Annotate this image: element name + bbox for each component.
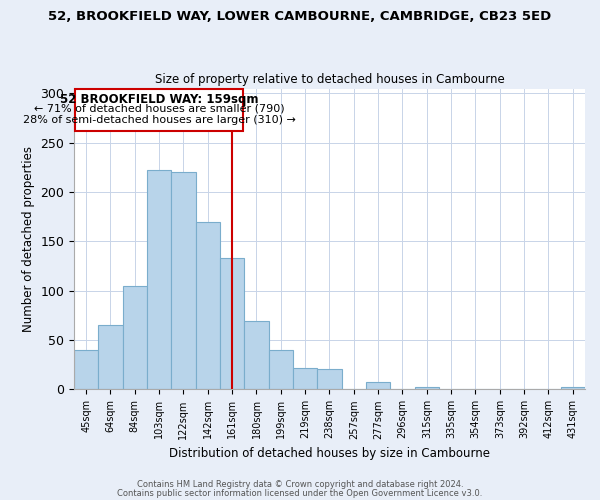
Text: 52, BROOKFIELD WAY, LOWER CAMBOURNE, CAMBRIDGE, CB23 5ED: 52, BROOKFIELD WAY, LOWER CAMBOURNE, CAM… bbox=[49, 10, 551, 23]
Bar bbox=[560, 388, 585, 390]
Bar bbox=[269, 350, 293, 390]
Bar bbox=[244, 322, 269, 390]
Bar bbox=[171, 172, 196, 390]
Bar bbox=[75, 88, 243, 131]
X-axis label: Distribution of detached houses by size in Cambourne: Distribution of detached houses by size … bbox=[169, 447, 490, 460]
Text: Contains public sector information licensed under the Open Government Licence v3: Contains public sector information licen… bbox=[118, 488, 482, 498]
Text: Contains HM Land Registry data © Crown copyright and database right 2024.: Contains HM Land Registry data © Crown c… bbox=[137, 480, 463, 489]
Bar bbox=[415, 388, 439, 390]
Text: 52 BROOKFIELD WAY: 159sqm: 52 BROOKFIELD WAY: 159sqm bbox=[60, 92, 259, 106]
Bar bbox=[74, 350, 98, 390]
Bar bbox=[317, 368, 341, 390]
Bar bbox=[98, 326, 122, 390]
Text: ← 71% of detached houses are smaller (790): ← 71% of detached houses are smaller (79… bbox=[34, 104, 284, 114]
Title: Size of property relative to detached houses in Cambourne: Size of property relative to detached ho… bbox=[155, 73, 505, 86]
Bar bbox=[147, 170, 171, 390]
Bar bbox=[196, 222, 220, 390]
Bar bbox=[293, 368, 317, 390]
Text: 28% of semi-detached houses are larger (310) →: 28% of semi-detached houses are larger (… bbox=[23, 115, 296, 125]
Bar bbox=[122, 286, 147, 390]
Bar bbox=[366, 382, 391, 390]
Y-axis label: Number of detached properties: Number of detached properties bbox=[22, 146, 35, 332]
Bar bbox=[220, 258, 244, 390]
